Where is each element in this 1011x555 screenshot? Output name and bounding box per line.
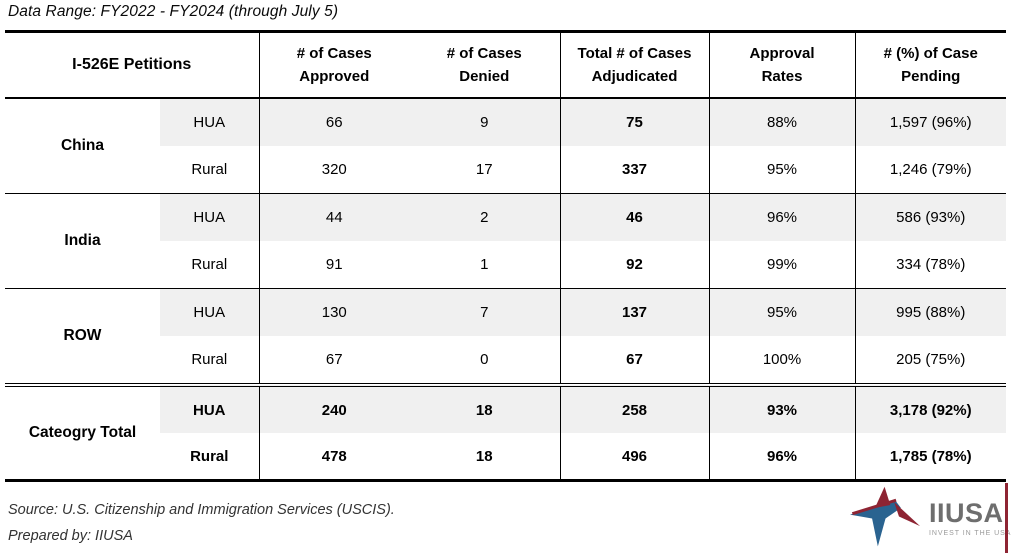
approval-rate-value: 99% [709,241,856,289]
region-label-category-total: Cateogry Total [5,383,160,481]
adjudicated-value: 337 [560,146,710,194]
approval-rate-value: 88% [709,98,856,146]
approved-value: 240 [259,383,409,433]
denied-value: 1 [409,241,561,289]
source-note: Source: U.S. Citizenship and Immigration… [8,502,395,518]
table-row-china-hua: China HUA 66 9 75 88% 1,597 (96%) [5,98,1006,194]
denied-value: 9 [409,98,561,146]
approved-value: 66 [259,98,409,146]
category-label: Rural [160,433,260,481]
column-header-approval-rates: Approval Rates [709,31,856,99]
table-row-total-rural: Rural 478 18 496 96% 1,785 (78%) [5,433,1006,481]
iiusa-star-icon [850,486,921,547]
logo-text-block: IIUSA INVEST IN THE USA [929,497,1011,537]
table-row-row-rural: Rural 67 0 67 100% 205 (75%) [5,336,1006,385]
approval-rate-value: 100% [709,336,856,385]
column-header-pending: # (%) of Case Pending [855,31,1006,99]
table-row-total-hua: Cateogry Total HUA 240 18 258 93% 3,178 … [5,383,1006,481]
petitions-table: I-526E Petitions # of Cases Approved # o… [5,30,1006,482]
category-label: HUA [160,383,260,433]
adjudicated-value: 75 [560,98,710,146]
pending-value: 995 (88%) [855,288,1006,336]
header-row: I-526E Petitions # of Cases Approved # o… [5,31,1006,99]
adjudicated-value: 67 [560,336,710,385]
column-header-adjudicated: Total # of Cases Adjudicated [560,31,710,99]
pending-value: 1,785 (78%) [889,447,972,465]
column-header-approved: # of Cases Approved [259,31,409,99]
approved-value: 478 [321,447,347,465]
adjudicated-value: 496 [560,433,710,481]
adjudicated-value: 258 [560,383,710,433]
logo-wordmark: IIUSA [929,497,1004,528]
region-label-india: India [5,193,160,289]
approved-value: 44 [259,193,409,241]
pending-value: 1,246 (79%) [889,161,972,178]
iiusa-logo: IIUSA INVEST IN THE USA [850,483,1010,553]
approval-rate-value: 96% [709,433,856,481]
category-label: HUA [160,288,260,336]
approved-value: 320 [321,161,347,178]
denied-value: 2 [409,193,561,241]
adjudicated-value: 46 [560,193,710,241]
prepared-by-note: Prepared by: IIUSA [8,528,133,545]
region-label-china: China [5,98,160,194]
denied-value: 17 [409,146,561,194]
pending-value: 586 (93%) [855,193,1006,241]
page-title: Data Range: FY2022 - FY2024 (through Jul… [8,3,339,20]
pending-value: 3,178 (92%) [855,383,1006,433]
pending-value: 205 (75%) [896,351,966,368]
approval-rate-value: 93% [709,383,856,433]
denied-value: 0 [409,336,561,385]
category-label: Rural [160,146,260,194]
table-row-china-rural: Rural 320 17 337 95% 1,246 (79%) [5,146,1006,194]
approval-rate-value: 96% [709,193,856,241]
approved-value: 130 [259,288,409,336]
corner-header: I-526E Petitions [5,31,260,99]
approval-rate-value: 95% [709,146,856,194]
table-row-india-rural: Rural 91 1 92 99% 334 (78%) [5,241,1006,289]
pending-value: 334 (78%) [896,256,966,273]
approved-value: 67 [325,351,343,368]
adjudicated-value: 92 [560,241,710,289]
category-label: HUA [160,98,260,146]
logo-tagline: INVEST IN THE USA [929,529,1011,537]
region-label-row: ROW [5,288,160,385]
category-label: HUA [160,193,260,241]
adjudicated-value: 137 [560,288,710,336]
approval-rate-value: 95% [709,288,856,336]
denied-value: 7 [409,288,561,336]
approved-value: 91 [325,256,343,273]
logo-red-bar [1005,483,1008,553]
table-row-india-hua: India HUA 44 2 46 96% 586 (93%) [5,193,1006,289]
pending-value: 1,597 (96%) [855,98,1006,146]
column-header-denied: # of Cases Denied [409,31,561,99]
footer-notes: Source: U.S. Citizenship and Immigration… [8,497,395,549]
denied-value: 18 [409,383,561,433]
denied-value: 18 [409,433,561,481]
category-label: Rural [160,336,260,385]
table-row-row-hua: ROW HUA 130 7 137 95% 995 (88%) [5,288,1006,385]
category-label: Rural [160,241,260,289]
